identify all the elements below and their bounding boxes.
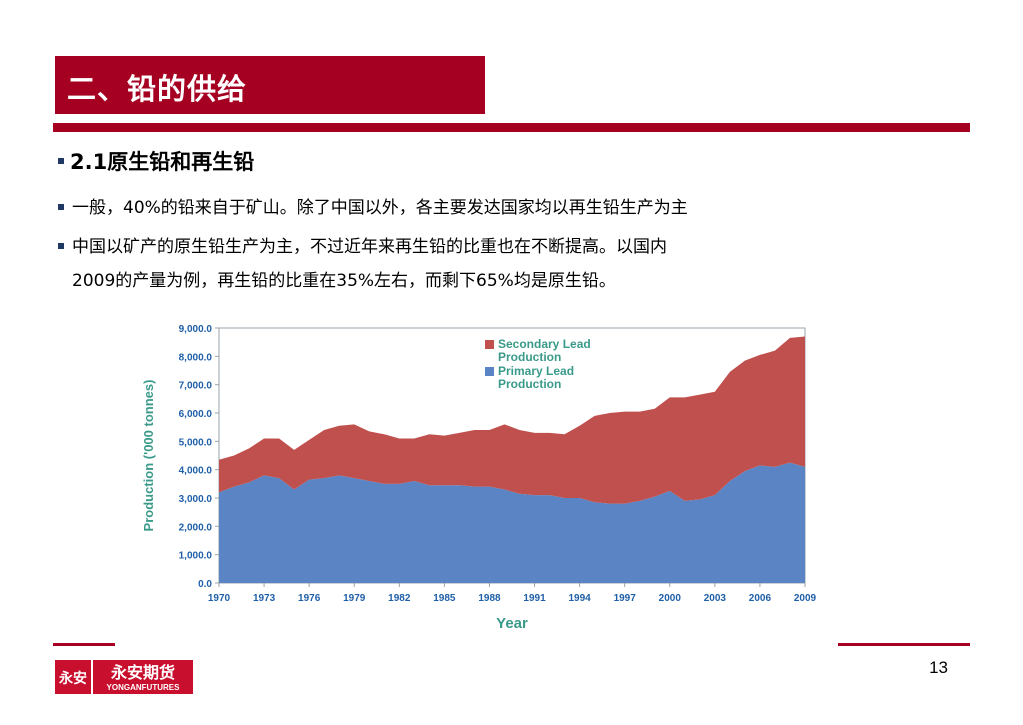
x-tick-label: 1970	[208, 593, 231, 604]
x-tick-label: 1988	[478, 593, 501, 604]
y-tick-label: 6,000.0	[179, 409, 213, 420]
y-tick-label: 9,000.0	[179, 324, 213, 335]
x-tick-label: 1997	[614, 593, 637, 604]
legend-label: Production	[498, 377, 561, 391]
bullet-text-2: 中国以矿产的原生铅生产为主，不过近年来再生铅的比重也在不断提高。以国内	[72, 237, 667, 257]
x-tick-label: 2009	[794, 593, 817, 604]
logo-text-bg	[93, 660, 193, 694]
x-tick-label: 1982	[388, 593, 411, 604]
x-tick-label: 1976	[298, 593, 321, 604]
x-tick-label: 2000	[659, 593, 682, 604]
y-tick-label: 0.0	[198, 579, 212, 590]
bullet-marker	[58, 158, 64, 164]
header-divider	[53, 123, 970, 132]
bullet-marker	[58, 243, 64, 249]
title-bar: 二、铅的供给	[55, 56, 485, 114]
y-tick-label: 2,000.0	[179, 522, 213, 533]
y-tick-label: 3,000.0	[179, 494, 213, 505]
logo-text-cn: 永安期货	[110, 663, 175, 682]
footer-rule-right	[838, 643, 970, 646]
bullet-marker	[58, 204, 64, 210]
x-axis-title: Year	[496, 615, 528, 632]
y-tick-label: 1,000.0	[179, 551, 213, 562]
legend-label: Secondary Lead	[498, 337, 591, 351]
x-tick-label: 1973	[253, 593, 276, 604]
chart-svg: 0.0 1,000.0 2,000.0 3,000.0 4,000.0 5,000.0 6,…	[141, 324, 817, 632]
y-tick-label: 5,000.0	[179, 437, 213, 448]
bullet-text-1: 一般，40%的铅来自于矿山。除了中国以外，各主要发达国家均以再生铅生产为主	[72, 198, 688, 218]
x-tick-label: 2006	[749, 593, 772, 604]
y-axis-title: Production ('000 tonnes)	[141, 380, 156, 532]
section-heading: 2.1原生铅和再生铅	[70, 150, 255, 174]
page-title: 二、铅的供给	[67, 72, 248, 106]
area-series-secondary-lead-production	[219, 336, 805, 504]
y-tick-label: 8,000.0	[179, 352, 213, 363]
page-number: 13	[929, 658, 948, 677]
legend-label: Production	[498, 350, 561, 364]
logo-mark: 永安	[58, 670, 87, 687]
x-tick-label: 1979	[343, 593, 366, 604]
x-tick-label: 1994	[568, 593, 591, 604]
legend-label: Primary Lead	[498, 364, 574, 378]
logo-mark-bg	[55, 660, 91, 694]
footer-rule-left	[53, 643, 115, 646]
company-logo: 永安 永安期货 YONGANFUTURES	[55, 660, 193, 694]
x-tick-label: 1985	[433, 593, 456, 604]
logo-svg: 永安 永安期货 YONGANFUTURES	[55, 660, 193, 694]
area-series-primary-lead-production	[219, 462, 805, 583]
bullet-text-2-continued: 2009的产量为例，再生铅的比重在35%左右，而剩下65%均是原生铅。	[72, 271, 616, 291]
legend-swatch	[485, 340, 494, 349]
x-tick-label: 1991	[523, 593, 546, 604]
logo-text-en: YONGANFUTURES	[107, 683, 181, 692]
y-tick-label: 7,000.0	[179, 381, 213, 392]
legend-swatch	[485, 367, 494, 376]
lead-production-chart: 0.0 1,000.0 2,000.0 3,000.0 4,000.0 5,000.0 6,…	[135, 318, 835, 636]
y-tick-label: 4,000.0	[179, 466, 213, 477]
x-tick-label: 2003	[704, 593, 727, 604]
